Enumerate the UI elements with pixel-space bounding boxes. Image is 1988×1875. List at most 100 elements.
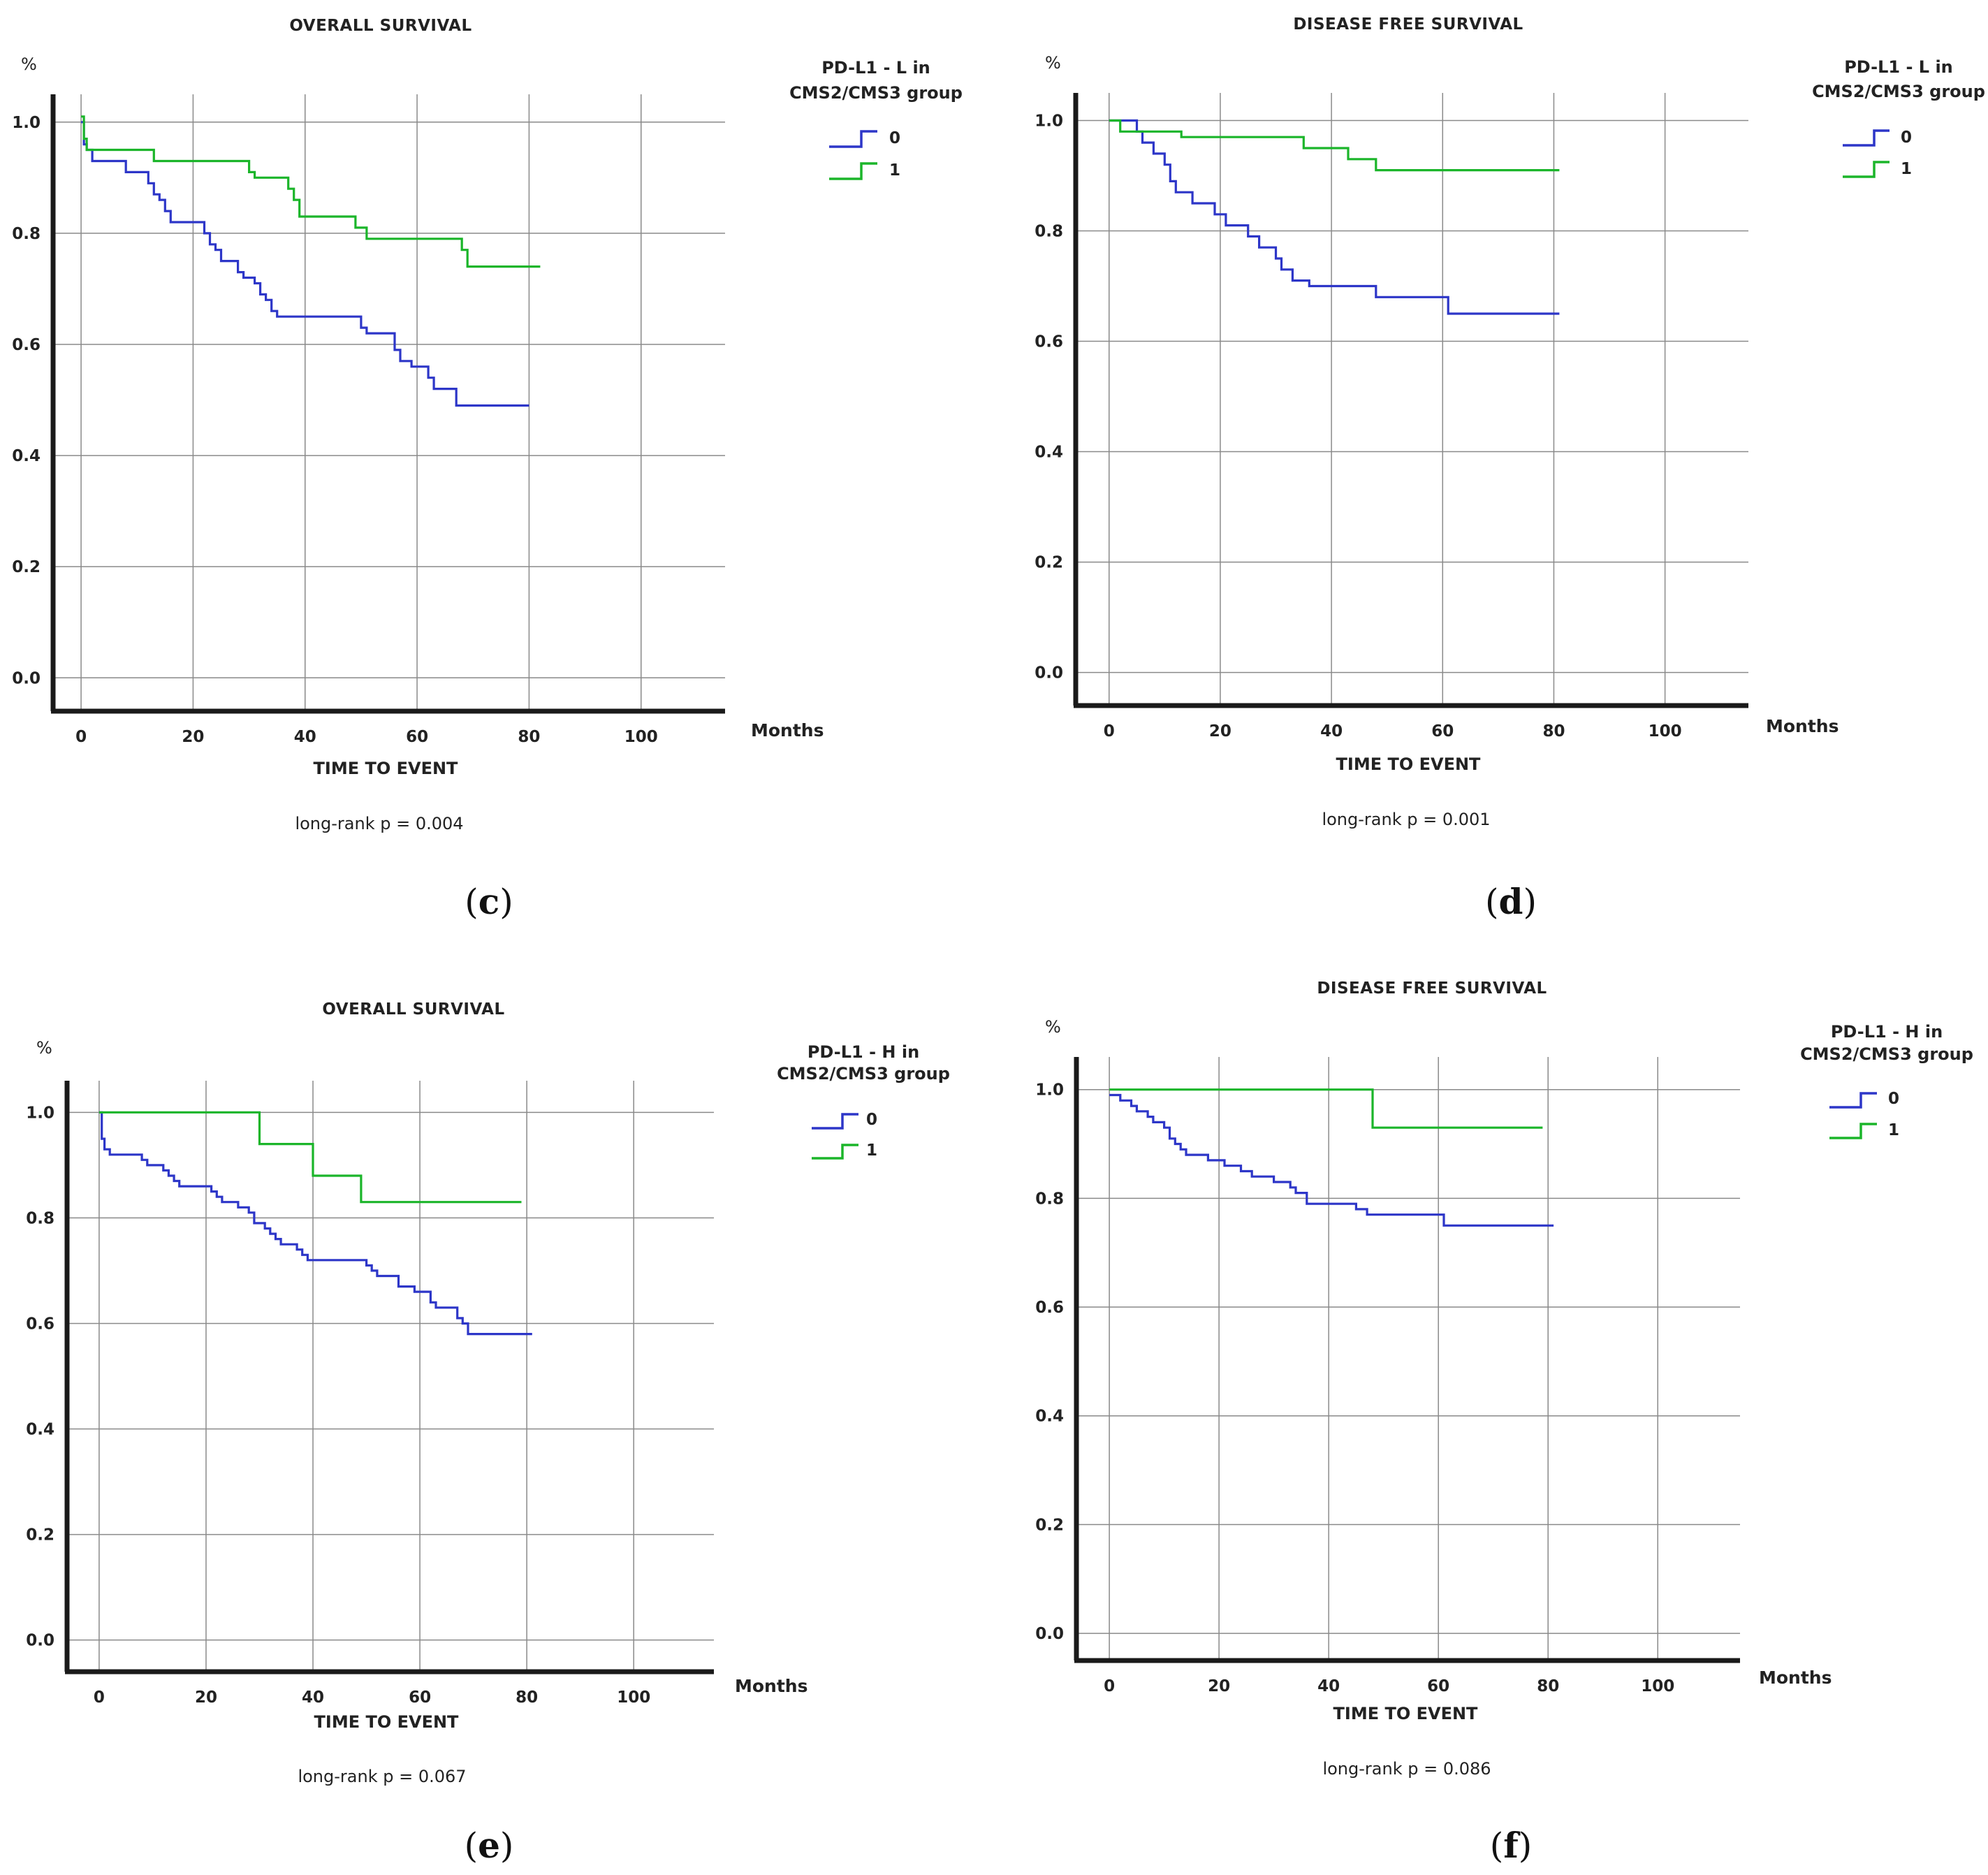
legend-title-line1: PD-L1 - H in: [807, 1042, 919, 1062]
y-tick-label: 0.2: [1035, 554, 1063, 572]
grid-e: [67, 1081, 714, 1672]
x-tick-label: 20: [195, 1688, 217, 1707]
y-tick-label: 0.6: [1035, 333, 1063, 351]
panel-label: (d): [1485, 881, 1537, 922]
y-ticks-c: 1.0 0.8 0.6 0.4 0.2 0.0: [12, 114, 41, 687]
grid-c: [53, 94, 725, 711]
y-tick-label: 0.6: [26, 1315, 54, 1333]
x-ticks-e: 0 20 40 60 80 100: [94, 1688, 650, 1707]
legend: 0 1: [1829, 1090, 1899, 1139]
y-tick-label: 0.8: [12, 225, 41, 243]
x-tick-label: 0: [1104, 722, 1115, 740]
y-tick-label: 1.0: [1035, 112, 1063, 131]
km-plot-d: 1.0 0.8 0.6 0.4 0.2 0.0 0 20 40 60 80 100 DISEASE …: [1035, 15, 1985, 922]
x-tick-label: 60: [1427, 1677, 1449, 1695]
chart-panel-f: 1.0 0.8 0.6 0.4 0.2 0.0 0 20 40 60 80 100 DISEASE …: [994, 938, 1988, 1875]
panel-label: (c): [465, 881, 513, 922]
km-curve-group-1: [81, 115, 541, 268]
y-tick-label: 1.0: [1035, 1081, 1064, 1100]
x-tick-label: 100: [1649, 722, 1682, 740]
legend-title-line2: CMS2/CMS3 group: [1812, 82, 1985, 101]
legend-label-1: 1: [866, 1141, 877, 1160]
y-ticks-e: 1.0 0.8 0.6 0.4 0.2 0.0: [26, 1104, 54, 1649]
legend-label-1: 1: [1901, 160, 1912, 178]
x-tick-label: 0: [75, 728, 87, 746]
km-curve-group-0: [1109, 1093, 1554, 1227]
x-tick-label: 40: [1320, 722, 1343, 740]
legend-swatch-0: [829, 130, 877, 148]
y-tick-label: 0.2: [1035, 1516, 1064, 1534]
x-axis-label: TIME TO EVENT: [1333, 1704, 1479, 1723]
x-tick-label: 0: [94, 1688, 105, 1707]
y-ticks-f: 1.0 0.8 0.6 0.4 0.2 0.0: [1035, 1081, 1064, 1643]
chart-panel-e: 1.0 0.8 0.6 0.4 0.2 0.0 0 20 40 60 80 100 OVERALL …: [0, 938, 994, 1875]
grid-f: [1076, 1057, 1740, 1661]
y-axis-label: %: [36, 1038, 52, 1058]
axes-e: [64, 1081, 714, 1675]
curves-d: [1109, 119, 1560, 315]
x-tick-label: 80: [518, 728, 540, 746]
km-curve-group-1: [1109, 1088, 1543, 1129]
y-tick-label: 0.0: [1035, 664, 1063, 683]
curves-e: [98, 1111, 532, 1336]
y-tick-label: 0.2: [12, 558, 41, 576]
x-tick-label: 20: [182, 728, 204, 746]
chart-panel-d: 1.0 0.8 0.6 0.4 0.2 0.0 0 20 40 60 80 100 DISEASE …: [994, 0, 1988, 938]
x-tick-label: 60: [1431, 722, 1454, 740]
x-tick-label: 20: [1209, 722, 1231, 740]
chart-title: OVERALL SURVIVAL: [322, 1000, 504, 1019]
legend-swatch-1: [812, 1144, 858, 1160]
panel-label: (f): [1490, 1825, 1533, 1866]
y-axis-label: %: [1045, 53, 1061, 73]
y-tick-label: 0.0: [12, 669, 41, 687]
legend-label-1: 1: [889, 161, 900, 180]
chart-panel-c: 1.0 0.8 0.6 0.4 0.2 0.0 0 20 40 60 80 100 OVERALL …: [0, 0, 994, 938]
legend-title-line1: PD-L1 - L in: [1844, 57, 1953, 77]
legend: 0 1: [829, 129, 900, 180]
y-tick-label: 0.8: [26, 1209, 54, 1227]
x-tick-label: 20: [1208, 1677, 1230, 1695]
x-tick-label: 40: [1317, 1677, 1340, 1695]
legend-label-0: 0: [889, 129, 900, 147]
legend-label-0: 0: [866, 1111, 877, 1129]
grid-d: [1076, 93, 1748, 706]
y-tick-label: 1.0: [12, 114, 41, 132]
x-ticks-d: 0 20 40 60 80 100: [1104, 722, 1682, 740]
x-tick-label: 60: [406, 728, 428, 746]
legend-title-line1: PD-L1 - L in: [821, 58, 930, 78]
x-ticks-c: 0 20 40 60 80 100: [75, 728, 658, 746]
x-ticks-f: 0 20 40 60 80 100: [1104, 1677, 1674, 1695]
x-tick-label: 60: [409, 1688, 431, 1707]
km-curve-group-0: [98, 1111, 532, 1336]
axes-c: [50, 94, 725, 714]
y-tick-label: 0.6: [12, 336, 41, 354]
x-units-label: Months: [1766, 716, 1839, 736]
x-tick-label: 100: [624, 728, 658, 746]
km-plot-e: 1.0 0.8 0.6 0.4 0.2 0.0 0 20 40 60 80 100 OVERALL …: [26, 1000, 950, 1866]
x-tick-label: 80: [1542, 722, 1565, 740]
x-tick-label: 100: [617, 1688, 650, 1707]
legend-title-line2: CMS2/CMS3 group: [789, 83, 963, 103]
legend-swatch-0: [812, 1113, 858, 1130]
y-tick-label: 0.8: [1035, 223, 1063, 241]
curves-f: [1109, 1088, 1554, 1227]
km-curve-group-0: [81, 121, 529, 407]
y-tick-label: 0.4: [26, 1421, 54, 1439]
x-units-label: Months: [751, 720, 824, 740]
y-tick-label: 0.4: [12, 447, 41, 465]
legend-swatch-1: [829, 162, 877, 180]
x-axis-label: TIME TO EVENT: [1336, 754, 1482, 774]
chart-title: DISEASE FREE SURVIVAL: [1317, 979, 1547, 998]
legend-swatch-0: [1829, 1092, 1877, 1109]
x-tick-label: 40: [302, 1688, 324, 1707]
x-units-label: Months: [1759, 1668, 1832, 1688]
km-plot-c: 1.0 0.8 0.6 0.4 0.2 0.0 0 20 40 60 80 100 OVERALL …: [12, 17, 963, 922]
log-rank-p: long-rank p = 0.086: [1322, 1759, 1491, 1779]
y-tick-label: 0.2: [26, 1526, 54, 1545]
chart-title: OVERALL SURVIVAL: [289, 17, 472, 35]
axes-f: [1074, 1057, 1740, 1663]
legend: 0 1: [812, 1111, 877, 1160]
x-tick-label: 100: [1641, 1677, 1674, 1695]
log-rank-p: long-rank p = 0.067: [298, 1767, 466, 1786]
x-tick-label: 0: [1104, 1677, 1115, 1695]
